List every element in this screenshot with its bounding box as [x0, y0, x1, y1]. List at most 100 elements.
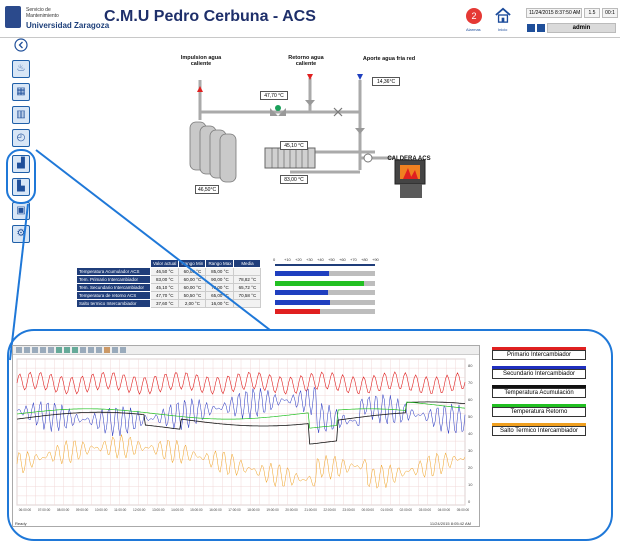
- x-tick-label: 00:00:00: [362, 508, 375, 512]
- x-tick-label: 23:00:00: [343, 508, 356, 512]
- toolbar-icon[interactable]: [112, 347, 118, 353]
- gauge-icon[interactable]: ◴: [12, 129, 30, 147]
- x-tick-label: 18:00:00: [247, 508, 260, 512]
- flame-icon[interactable]: ♨: [12, 60, 30, 78]
- x-tick-label: 04:00:00: [438, 508, 451, 512]
- exchanger-temp-bottom: 83,00 °C: [280, 175, 308, 184]
- university-crest: [5, 6, 21, 28]
- status-right: 11/24/2015 8:05:42 AM: [429, 521, 471, 526]
- toolbar-icon[interactable]: [40, 347, 46, 353]
- org-line2: Mantenimiento: [26, 13, 59, 19]
- legend-swatch: [492, 404, 586, 407]
- toolbar-icon[interactable]: [16, 347, 22, 353]
- y-tick-label: 80: [468, 363, 473, 368]
- legend-item[interactable]: Salto Termico Intercambiador: [492, 426, 586, 436]
- legend-item[interactable]: Secundario Intercambiador: [492, 369, 586, 379]
- aporte-temp: 14,36°C: [372, 77, 400, 86]
- network-icon[interactable]: ▦: [12, 83, 30, 101]
- y-tick-label: 30: [468, 448, 473, 453]
- legend-item[interactable]: Primario Intercambiador: [492, 350, 586, 360]
- trend-plot[interactable]: 80 70 60 50 40 30 20 10 0 06:00:00 07:00:00 08:00:0…: [13, 355, 479, 518]
- toolbar-icon[interactable]: [80, 347, 86, 353]
- chart-toolbar: [13, 346, 479, 355]
- cell: 47,70 °C: [149, 291, 180, 300]
- impulsion-label: Impulsion agua caliente: [180, 55, 222, 67]
- alarm-label[interactable]: Alarmas: [466, 27, 481, 32]
- series-salto: [16, 434, 466, 489]
- level-bar-bg: [275, 290, 375, 295]
- level-bar-bg: [275, 299, 375, 305]
- org-line1: Servicio de: [26, 7, 51, 13]
- cell: 60,00 °C: [178, 283, 207, 292]
- alarm-bell-icon[interactable]: 2: [466, 8, 482, 24]
- legend-item[interactable]: Temperatura Retorno: [492, 407, 586, 417]
- row-label: Tem. Secundario Intercambiador: [76, 283, 151, 292]
- col-header: Rango Min: [178, 259, 207, 268]
- exchanger-temp-top: 45,10 °C: [280, 141, 308, 150]
- home-icon[interactable]: [494, 7, 512, 23]
- scale-tick: +20: [295, 257, 302, 262]
- cell: 78,00 °C: [205, 283, 235, 292]
- values-table: Valor actual Rango Min Rango Max Media T…: [76, 259, 262, 308]
- level-bar-fill: [275, 280, 364, 286]
- cell: 85,00 °C: [205, 267, 235, 276]
- cell: 45,10 °C: [149, 283, 180, 292]
- legend-item[interactable]: Temperatura Acumulación: [492, 388, 586, 398]
- level-bar-fill: [275, 290, 328, 295]
- y-tick-label: 70: [468, 380, 473, 385]
- scale-line: [275, 264, 375, 266]
- header-bar: [0, 0, 620, 38]
- legend-swatch: [492, 366, 586, 369]
- toolbar-icon[interactable]: [56, 347, 62, 353]
- legend-swatch: [492, 385, 586, 388]
- toolbar-icon[interactable]: [24, 347, 30, 353]
- cell: 50,50 °C: [178, 291, 207, 300]
- level-bar-bg: [275, 271, 375, 276]
- toolbar-icon[interactable]: [32, 347, 38, 353]
- home-label[interactable]: Inicio: [498, 27, 508, 32]
- x-tick-label: 01:00:00: [381, 508, 394, 512]
- boxes-icon[interactable]: ▣: [12, 202, 30, 220]
- toolbar-icon[interactable]: [120, 347, 126, 353]
- col-header: Rango Max: [205, 259, 235, 268]
- x-tick-label: 14:00:00: [171, 508, 184, 512]
- table-row: Temperatura de retorno ACS 47,70 °C 50,5…: [76, 291, 262, 300]
- col-header: Valor actual: [149, 259, 180, 268]
- toolbar-icon[interactable]: [48, 347, 54, 353]
- scale-tick: +80: [361, 257, 368, 262]
- back-icon[interactable]: [14, 38, 28, 52]
- row-label: Salto termico Intercambiador: [76, 299, 151, 308]
- datetime-display: 11/24/2015 8:37:50 AM: [526, 8, 582, 18]
- level-bar-fill: [275, 309, 320, 314]
- user-icon[interactable]: [537, 24, 545, 32]
- x-tick-label: 05:00:00: [457, 508, 470, 512]
- x-tick-label: 22:00:00: [323, 508, 336, 512]
- lock-icon[interactable]: [527, 24, 535, 32]
- cell: 37,60 °C: [149, 299, 180, 308]
- building-icon[interactable]: ▥: [12, 106, 30, 124]
- toolbar-icon[interactable]: [96, 347, 102, 353]
- y-tick-label: 20: [468, 465, 473, 470]
- table-row: Tem. Secundario Intercambiador 45,10 °C …: [76, 283, 262, 292]
- selected-highlight: [6, 149, 36, 204]
- x-tick-label: 21:00:00: [304, 508, 317, 512]
- x-tick-label: 10:00:00: [95, 508, 108, 512]
- row-label: Temperatura Acumulador ACS: [76, 267, 151, 276]
- gear-icon[interactable]: ⚙: [12, 225, 30, 243]
- toolbar-icon[interactable]: [88, 347, 94, 353]
- cell: 46,50 °C: [149, 267, 180, 276]
- y-tick-label: 60: [468, 397, 473, 402]
- x-tick-label: 17:00:00: [228, 508, 241, 512]
- user-name[interactable]: admin: [547, 23, 616, 33]
- level-bar-fill: [275, 299, 330, 305]
- scale-tick: +50: [328, 257, 335, 262]
- toolbar-icon[interactable]: [72, 347, 78, 353]
- cell: 2,00 °C: [178, 299, 207, 308]
- toolbar-icon[interactable]: [104, 347, 110, 353]
- scale-tick: +40: [317, 257, 324, 262]
- level-bar-bg: [275, 309, 375, 314]
- series-secundario: [16, 386, 466, 436]
- toolbar-icon[interactable]: [64, 347, 70, 353]
- row-label: Tem. Primario Intercambiador: [76, 275, 151, 284]
- status-left: Ready: [15, 521, 27, 526]
